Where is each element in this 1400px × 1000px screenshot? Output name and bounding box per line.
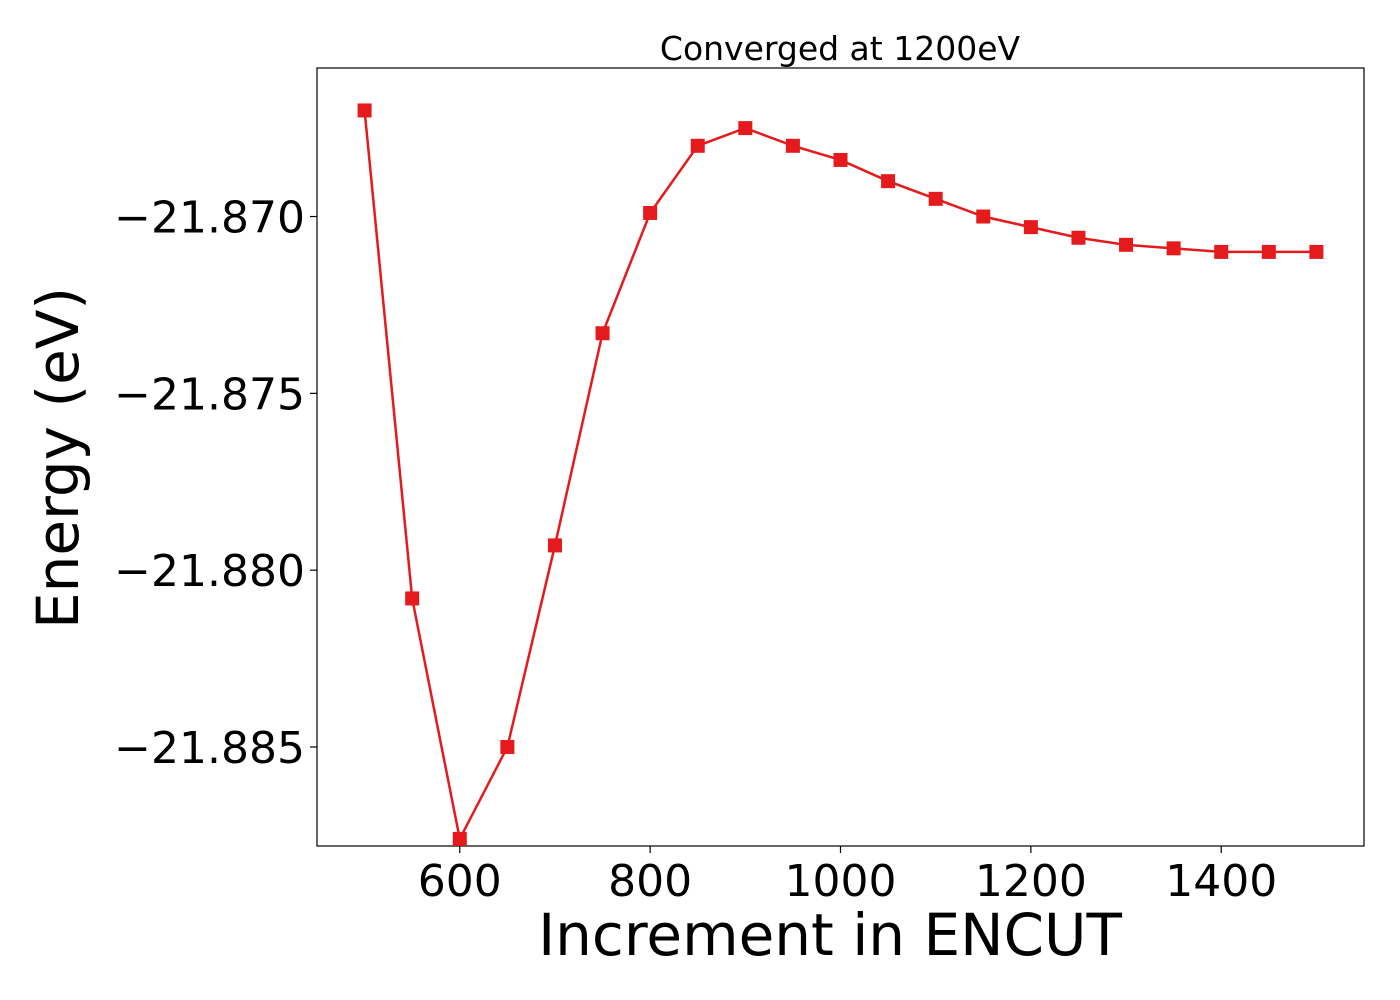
data-point-marker — [357, 103, 372, 118]
data-point-marker — [833, 152, 848, 167]
series-layer — [357, 103, 1324, 846]
y-axis-label: Energy (eV) — [24, 287, 92, 629]
chart-title: Converged at 1200eV — [660, 29, 1021, 68]
plot-area-frame — [316, 67, 1365, 847]
series-line — [363, 110, 1317, 843]
data-point-marker — [1023, 220, 1038, 235]
data-point-marker — [1071, 230, 1086, 245]
data-point-marker — [785, 138, 800, 153]
data-point-marker — [928, 191, 943, 206]
data-point-marker — [976, 209, 991, 224]
data-point-marker — [547, 538, 562, 553]
x-tick-label: 800 — [608, 856, 692, 907]
data-point-marker — [643, 205, 658, 220]
data-point-marker — [405, 591, 420, 606]
x-tick-label: 1000 — [785, 856, 897, 907]
data-point-marker — [500, 739, 515, 754]
x-tick-label: 1200 — [975, 856, 1087, 907]
data-point-marker — [1119, 237, 1134, 252]
data-point-marker — [1309, 244, 1324, 259]
y-tick-label: −21.880 — [114, 546, 305, 597]
data-point-marker — [738, 121, 753, 136]
y-tick-label: −21.885 — [114, 723, 305, 774]
x-axis: 600 800 1000 1200 1400 — [418, 846, 1277, 907]
x-tick-label: 1400 — [1165, 856, 1277, 907]
data-point-marker — [1166, 241, 1181, 256]
data-point-marker — [1261, 244, 1276, 259]
y-axis: −21.870 −21.875 −21.880 −21.885 — [114, 193, 317, 774]
x-axis-label: Increment in ENCUT — [538, 901, 1122, 969]
data-point-marker — [690, 138, 705, 153]
x-tick-label: 600 — [418, 856, 502, 907]
data-point-marker — [595, 326, 610, 341]
data-point-marker — [1214, 244, 1229, 259]
data-point-marker — [452, 831, 467, 846]
data-point-marker — [881, 174, 896, 189]
y-tick-label: −21.870 — [114, 193, 305, 244]
y-tick-label: −21.875 — [114, 369, 305, 420]
